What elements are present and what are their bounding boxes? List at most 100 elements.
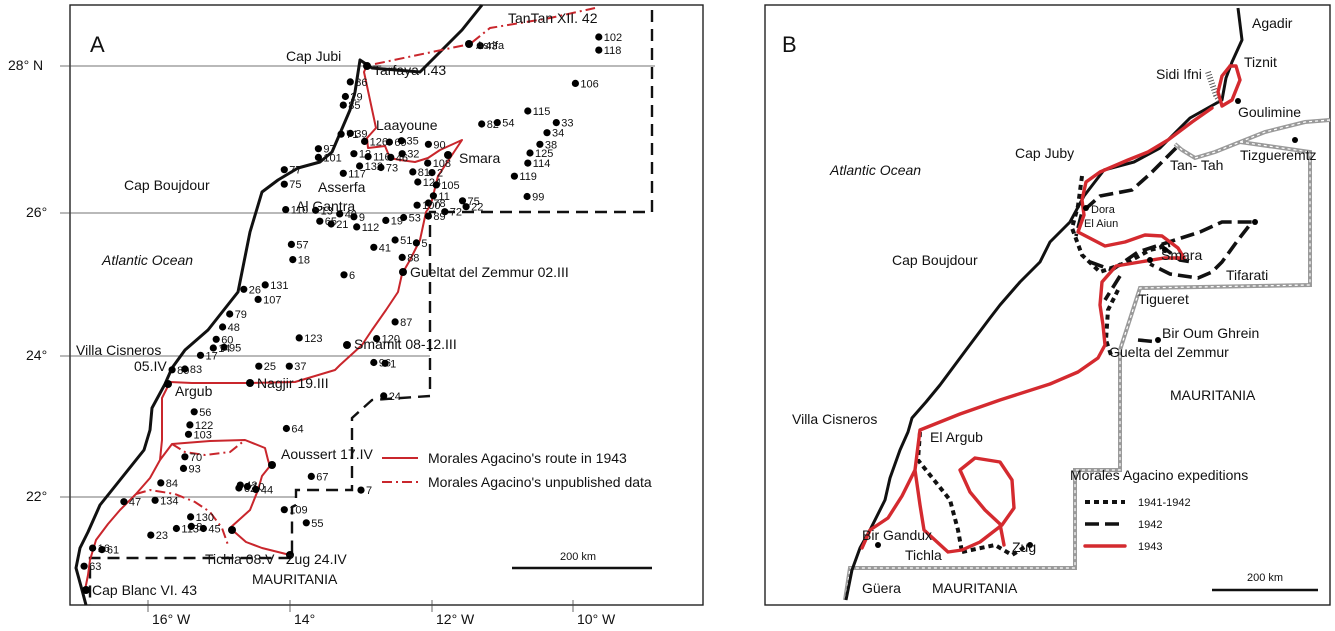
place-nagjir: Nagjir 19.III [257,375,329,391]
points-b [875,98,1298,548]
locality-number: 44 [261,484,273,496]
stop-nagjir [246,379,254,387]
locality-dot [190,408,198,416]
locality-dot [429,192,437,200]
lon-label-14: 14° [294,611,315,627]
place-cap-juby: Cap Juby [1015,145,1074,161]
place-smara-b: Smara [1161,247,1202,263]
locality-number: 6 [349,270,355,282]
locality-number: 112 [362,222,380,234]
route-1943-a [84,64,463,591]
locality-number: 108 [433,158,451,170]
place-guelta: Guelta del Zemmur [1109,344,1229,360]
locality-dot [240,285,248,293]
locality-dot [391,318,399,326]
locality-number: 118 [604,45,622,57]
locality-dot [181,365,189,373]
locality-dot [181,453,189,461]
locality-number: 85 [348,100,360,112]
place-gueltat: Gueltat del Zemmur 02.III [410,264,569,280]
place-tizgueremtz: Tizgueremtz [1240,147,1317,163]
stop-argub [164,380,172,388]
locality-number: 67 [316,471,328,483]
locality-dot [147,531,155,539]
locality-number: 23 [156,530,168,542]
place-laayoune: Laayoune [376,117,438,133]
panel-b: B Agadir Tiznit Sidi Ifni Go [764,4,1331,606]
locality-number: 34 [552,128,564,140]
place-zug-a: Zug 24.IV [286,551,347,567]
place-el-aiun: El Aiun [1084,218,1118,230]
lon-label-10: 10° W [577,611,616,627]
locality-number: 114 [533,158,551,170]
locality-number: 79 [235,309,247,321]
locality-number: 103 [194,429,212,441]
locality-dot [252,485,260,493]
locality-number: 81 [418,167,430,179]
locality-dot [151,496,159,504]
stop-asrifa [465,40,473,48]
locality-number: 5 [421,238,427,250]
locality-number: 93 [189,463,201,475]
locality-dot [196,351,205,359]
locality-dot [571,79,580,87]
stop-aoussert [268,461,276,469]
locality-dot [524,159,532,167]
locality-dot [226,310,234,318]
panel-a-letter: A [90,32,105,57]
locality-number: 19 [391,215,403,227]
locality-number: 22 [471,202,483,214]
locality-dot [187,522,195,531]
locality-dot [364,153,372,161]
locality-dot [340,271,348,279]
pt-zug-b [1027,542,1033,548]
locality-number: 45 [208,524,220,536]
locality-number: 117 [348,168,366,180]
stop-smamit [343,341,351,349]
locality-dot [428,169,436,177]
place-bir-gandux: Bir Gandux [862,527,932,543]
locality-number: 1 [390,358,396,370]
stop-cap-blanc [82,586,90,594]
locality-number: 105 [441,180,459,192]
lat-label-28: 28° N [8,57,43,73]
place-smamit: Smamit 08-12.III [354,336,457,352]
place-argub: Argub [175,383,213,399]
locality-number: 29 [350,92,362,104]
locality-dot [187,513,195,521]
locality-dot [526,149,534,157]
legend-route-label: Morales Agacino's route in 1943 [428,450,627,466]
route-1943-b [860,64,1242,554]
locality-number: 110 [291,205,309,217]
locality-dot [377,163,385,172]
place-tiznit: Tiznit [1244,54,1277,70]
locality-dot [184,430,193,438]
place-guera: Güera [862,580,901,596]
locality-dot [462,203,470,211]
place-mauritania-b-top: MAURITANIA [1170,387,1256,403]
locality-number: 120 [382,334,400,346]
locality-dot [307,472,315,480]
locality-dot [357,486,365,494]
route-stops-a [82,40,473,594]
locality-number: 24 [389,391,401,403]
locality-dot [89,544,97,552]
locality-number: 55 [311,518,323,530]
locality-dot [370,243,378,251]
place-atlantic-b: Atlantic Ocean [829,162,921,178]
place-bir-oum-ghrein: Bir Oum Ghrein [1162,325,1259,341]
locality-number: 101 [323,152,341,164]
place-tantan: TanTan XII. 42 [508,10,598,26]
locality-dot [179,464,188,472]
place-tarfaya: Tarfaya I.43 [373,62,446,78]
locality-dot [478,120,486,128]
legend-b: Morales Agacino expeditions 1941-1942 19… [1070,467,1248,553]
locality-dot [336,210,344,218]
locality-dot [552,119,560,127]
locality-number: 72 [450,207,462,219]
locality-number: 47 [129,497,141,509]
locality-dot [382,216,390,224]
place-tichla-a: Tichla 08.V [205,551,275,567]
place-mauritania-b-bottom: MAURITANIA [932,580,1018,596]
locality-number: 18 [298,255,310,267]
